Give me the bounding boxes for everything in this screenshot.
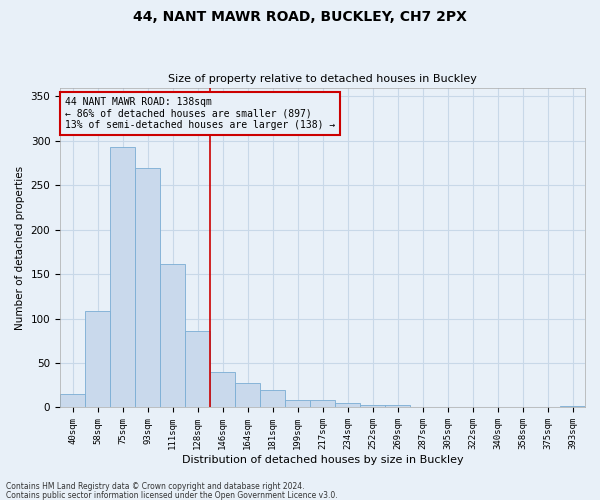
Bar <box>260 390 285 407</box>
Bar <box>360 405 385 407</box>
Text: Contains public sector information licensed under the Open Government Licence v3: Contains public sector information licen… <box>6 490 338 500</box>
Bar <box>210 372 235 408</box>
Y-axis label: Number of detached properties: Number of detached properties <box>15 166 25 330</box>
Bar <box>60 394 85 407</box>
Bar <box>185 331 210 407</box>
Text: 44 NANT MAWR ROAD: 138sqm
← 86% of detached houses are smaller (897)
13% of semi: 44 NANT MAWR ROAD: 138sqm ← 86% of detac… <box>65 97 335 130</box>
Bar <box>85 312 110 408</box>
Bar <box>310 400 335 407</box>
Text: 44, NANT MAWR ROAD, BUCKLEY, CH7 2PX: 44, NANT MAWR ROAD, BUCKLEY, CH7 2PX <box>133 10 467 24</box>
Bar <box>285 400 310 407</box>
Bar <box>110 147 135 407</box>
Bar <box>135 168 160 408</box>
Text: Contains HM Land Registry data © Crown copyright and database right 2024.: Contains HM Land Registry data © Crown c… <box>6 482 305 491</box>
X-axis label: Distribution of detached houses by size in Buckley: Distribution of detached houses by size … <box>182 455 463 465</box>
Bar <box>235 384 260 407</box>
Bar <box>160 264 185 408</box>
Bar <box>385 405 410 407</box>
Title: Size of property relative to detached houses in Buckley: Size of property relative to detached ho… <box>168 74 477 84</box>
Bar <box>335 403 360 407</box>
Bar <box>560 406 585 407</box>
